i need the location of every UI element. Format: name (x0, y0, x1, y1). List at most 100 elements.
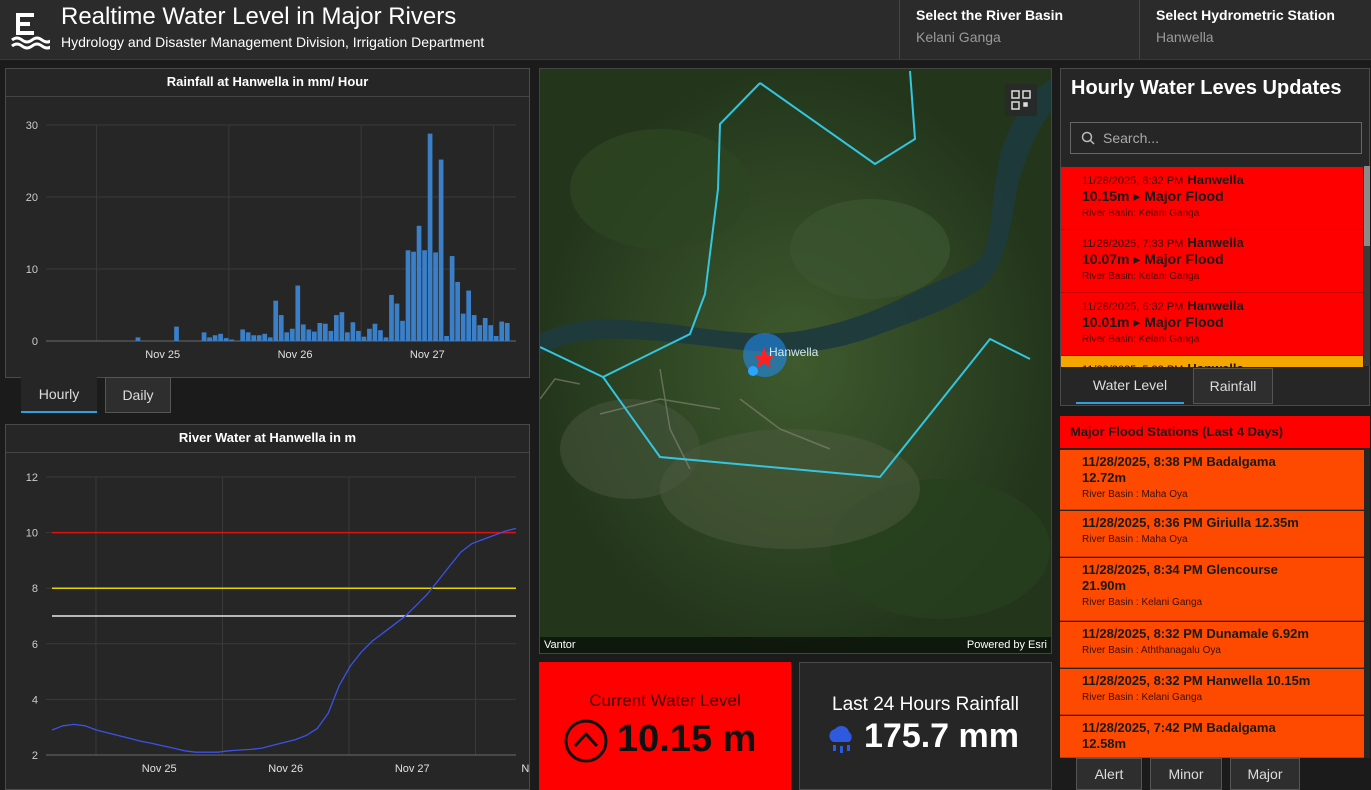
update-basin: River Basin: Kelani Ganga (1082, 334, 1200, 345)
rainfall-bar (339, 312, 345, 341)
alert-button[interactable]: Alert (1076, 758, 1142, 790)
rainfall-bar (493, 335, 499, 341)
rain-cloud-icon (829, 725, 852, 753)
update-item[interactable]: 11/28/2025, 8:32 PM Hanwella 10.15m ▸ Maj… (1061, 167, 1363, 230)
flood-station-basin: River Basin : Maha Oya (1082, 489, 1188, 500)
flood-station-item[interactable]: 11/28/2025, 8:32 PM Dunamale 6.92m River… (1060, 622, 1364, 668)
flood-station-basin: River Basin : Maha Oya (1082, 534, 1188, 545)
rainfall-bar (251, 335, 257, 341)
x-tick-label: Nov 28 (521, 763, 529, 775)
hourly-updates-panel: Hourly Water Leves Updates 11/28/2025, 8… (1060, 68, 1370, 406)
rainfall-bar (240, 329, 246, 341)
rainfall-bar (455, 281, 460, 341)
rainfall-bar (416, 225, 422, 341)
station-selector[interactable]: Select Hydrometric Station Hanwella (1139, 0, 1371, 59)
rainfall-bar (201, 332, 207, 341)
flood-station-line: 11/28/2025, 8:36 PM Giriulla 12.35m (1082, 515, 1299, 530)
update-station: Hanwella (1187, 298, 1244, 313)
major-flood-panel: Major Flood Stations (Last 4 Days) 11/28… (1060, 416, 1370, 758)
major-button[interactable]: Major (1230, 758, 1300, 790)
station-star-icon[interactable] (753, 347, 775, 368)
flood-station-item[interactable]: 11/28/2025, 8:36 PM Giriulla 12.35m Rive… (1060, 511, 1364, 557)
rainfall-bar (317, 323, 323, 341)
update-status: Major Flood (1144, 188, 1224, 204)
map-credit-right: Powered by Esri (966, 639, 1047, 651)
y-tick-label: 8 (32, 583, 38, 595)
flood-station-line: 11/28/2025, 8:34 PM Glencourse 21.90m (1082, 562, 1278, 593)
rainfall-bar (367, 328, 372, 341)
rainfall-bar (383, 337, 389, 341)
update-item[interactable]: 11/28/2025, 6:32 PM Hanwella 10.01m ▸ Maj… (1061, 293, 1363, 356)
update-status: Major Flood (1144, 251, 1224, 267)
rainfall-bar (466, 290, 472, 341)
update-level: 10.01m (1082, 314, 1130, 330)
search-box[interactable] (1070, 122, 1362, 154)
rainfall-bar (389, 294, 394, 341)
flood-station-line: 11/28/2025, 8:38 PM Badalgama 12.72m (1082, 454, 1276, 485)
rainfall-bar (334, 315, 339, 341)
hourly-updates-title: Hourly Water Leves Updates (1071, 77, 1342, 99)
rainfall-bar (394, 303, 400, 341)
rainfall-bar (223, 338, 229, 341)
river-chart-title: River Water at Hanwella in m (6, 425, 529, 453)
update-station: Hanwella (1187, 172, 1244, 187)
map-credit-left: Vantor (544, 639, 576, 651)
rainfall-bar (405, 250, 411, 341)
river-chart-panel: River Water at Hanwella in m 2 4 6 8 10 12 Nov… (5, 424, 530, 790)
tab-rainfall[interactable]: Rainfall (1193, 368, 1273, 404)
app-subtitle: Hydrology and Disaster Management Divisi… (61, 34, 485, 50)
minor-button[interactable]: Minor (1150, 758, 1222, 790)
update-status: Major Flood (1144, 314, 1224, 330)
update-basin: River Basin: Kelani Ganga (1082, 208, 1200, 219)
rainfall-bar (422, 250, 427, 341)
y-tick-label: 0 (32, 336, 38, 348)
rainfall-bar (411, 251, 416, 341)
rainfall-bar (504, 323, 510, 341)
update-time: 11/28/2025, 6:32 PM (1082, 301, 1184, 313)
station-label: Select Hydrometric Station (1156, 7, 1335, 23)
rainfall-bar (273, 300, 279, 341)
current-level-card: Current Water Level 10.15 m (539, 662, 791, 790)
y-tick-label: 2 (32, 750, 38, 762)
rainfall-bar (372, 323, 378, 341)
flood-station-line: 11/28/2025, 7:42 PM Badalgama 12.58m (1082, 720, 1276, 751)
app-title: Realtime Water Level in Major Rivers (61, 3, 457, 30)
kelani-river (540, 78, 1051, 354)
flood-station-item[interactable]: 11/28/2025, 7:42 PM Badalgama 12.58m (1060, 716, 1364, 758)
river-water-chart: 2 4 6 8 10 12 Nov 25 Nov 26 Nov 27 Nov 28 (26, 472, 529, 775)
major-flood-title: Major Flood Stations (Last 4 Days) (1060, 416, 1370, 448)
rainfall-bar (212, 335, 218, 341)
current-level-label: Current Water Level (589, 691, 741, 710)
rainfall-24h-label: Last 24 Hours Rainfall (832, 694, 1019, 715)
update-time: 11/28/2025, 8:32 PM (1082, 175, 1184, 187)
river-basin-value: Kelani Ganga (916, 29, 1001, 45)
satellite-imagery (540, 69, 1051, 653)
current-level-value: 10.15 m (617, 718, 757, 760)
rainfall-bar (284, 332, 290, 341)
rainfall-bar (207, 337, 212, 341)
search-input[interactable] (1103, 123, 1353, 153)
flood-station-item[interactable]: 11/28/2025, 8:32 PM Hanwella 10.15m Rive… (1060, 669, 1364, 715)
rainfall-bar (322, 323, 328, 341)
tab-hourly[interactable]: Hourly (21, 377, 97, 413)
update-basin: River Basin: Kelani Ganga (1082, 271, 1200, 282)
updates-scrollbar-thumb[interactable] (1364, 166, 1370, 246)
tab-water-level[interactable]: Water Level (1076, 368, 1184, 404)
rainfall-bar (460, 313, 466, 341)
tab-daily[interactable]: Daily (105, 377, 171, 413)
x-tick-label: Nov 25 (145, 349, 180, 361)
rainfall-bar (245, 332, 251, 341)
search-icon (1081, 131, 1095, 145)
rainfall-bar (350, 322, 356, 341)
rainfall-bar (174, 326, 179, 341)
flood-station-item[interactable]: 11/28/2025, 8:34 PM Glencourse 21.90m Ri… (1060, 558, 1364, 621)
flood-station-basin: River Basin : Kelani Ganga (1082, 597, 1203, 608)
update-item[interactable]: 11/28/2025, 7:33 PM Hanwella 10.07m ▸ Maj… (1061, 230, 1363, 293)
flood-station-item[interactable]: 11/28/2025, 8:38 PM Badalgama 12.72m Riv… (1060, 450, 1364, 510)
update-time: 11/28/2025, 7:33 PM (1082, 238, 1184, 250)
river-basin-selector[interactable]: Select the River Basin Kelani Ganga (899, 0, 1139, 59)
map-view[interactable]: Hanwella Vantor Powered by Esri (539, 68, 1052, 654)
qr-code-button[interactable] (1005, 84, 1037, 116)
updates-scrollbar[interactable] (1364, 166, 1370, 366)
